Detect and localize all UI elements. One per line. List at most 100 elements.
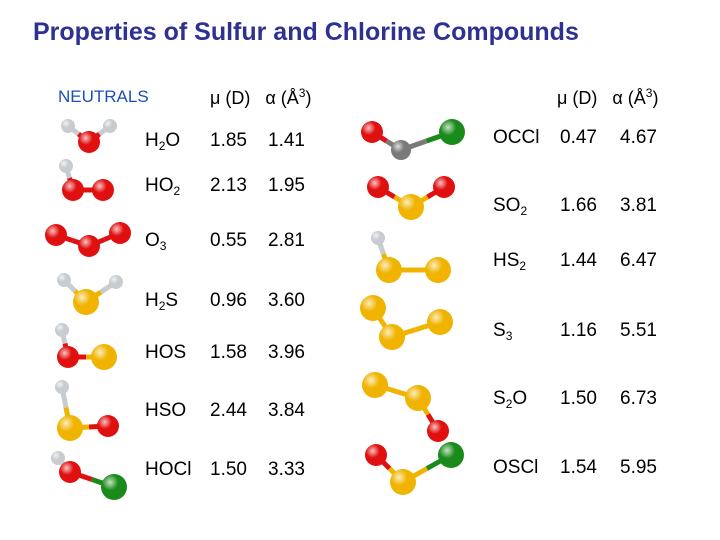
mu-right-5: 1.54: [560, 457, 597, 478]
header-alpha-exp-left: 3: [298, 86, 306, 100]
alpha-left-4: 3.96: [268, 342, 305, 363]
formula-right-5: OSCl: [493, 457, 539, 478]
atom-hydrogen-icon: [59, 159, 73, 173]
atom-oxygen-icon: [78, 131, 100, 153]
atom-carbon-icon: [391, 140, 411, 160]
alpha-left-3: 3.60: [268, 290, 305, 311]
alpha-left-5: 3.84: [268, 400, 305, 421]
atom-hydrogen-icon: [55, 323, 69, 337]
mu-left-5: 2.44: [210, 400, 247, 421]
atom-sulfur-icon: [360, 295, 386, 321]
atom-sulfur-icon: [427, 309, 453, 335]
formula-right-2: HS2: [493, 250, 527, 273]
atom-sulfur-icon: [91, 344, 117, 370]
mu-left-3: 0.96: [210, 290, 247, 311]
formula-left-6: HOCl: [145, 459, 192, 480]
atom-oxygen-icon: [109, 222, 131, 244]
formula-left-3: H2S: [145, 290, 179, 313]
molecule-2: [45, 222, 131, 257]
page-title: Properties of Sulfur and Chlorine Compou…: [33, 18, 579, 46]
atom-hydrogen-icon: [57, 273, 71, 287]
atom-sulfur-icon: [398, 194, 424, 220]
atom-oxygen-icon: [97, 415, 119, 437]
atom-chlorine-icon: [438, 442, 464, 468]
atom-oxygen-icon: [57, 346, 79, 368]
molecule-6: [51, 451, 127, 500]
formula-right-1: SO2: [493, 195, 528, 218]
mu-right-3: 1.16: [560, 320, 597, 341]
atom-oxygen-icon: [365, 444, 387, 466]
molecule-12: [365, 442, 464, 495]
atom-sulfur-icon: [390, 469, 416, 495]
molecule-1: [59, 159, 114, 201]
formula-right-4: S2O: [493, 388, 528, 411]
atom-oxygen-icon: [361, 121, 383, 143]
header-alpha-close-left: ): [305, 88, 312, 108]
alpha-right-4: 6.73: [620, 388, 657, 409]
alpha-right-1: 3.81: [620, 195, 657, 216]
atom-hydrogen-icon: [61, 119, 75, 133]
atom-sulfur-icon: [425, 257, 451, 283]
header-alpha-close-right: ): [652, 88, 659, 108]
molecule-3: [57, 273, 123, 315]
header-left: μ (D) α (Å3): [210, 86, 311, 109]
atom-hydrogen-icon: [103, 119, 117, 133]
header-alpha-exp-right: 3: [645, 86, 653, 100]
mu-left-2: 0.55: [210, 230, 247, 251]
header-alpha-left: α (Å: [265, 88, 299, 108]
molecule-0: [61, 119, 117, 153]
mu-left-1: 2.13: [210, 175, 247, 196]
header-mu-right: μ (D): [557, 88, 598, 108]
atom-hydrogen-icon: [51, 451, 65, 465]
alpha-left-2: 2.81: [268, 230, 305, 251]
atom-sulfur-icon: [57, 415, 83, 441]
alpha-right-5: 5.95: [620, 457, 657, 478]
atom-oxygen-icon: [62, 179, 84, 201]
molecule-8: [367, 176, 455, 220]
formula-left-1: HO2: [145, 175, 181, 198]
atom-hydrogen-icon: [109, 275, 123, 289]
mu-left-0: 1.85: [210, 130, 247, 151]
alpha-left-1: 1.95: [268, 175, 305, 196]
alpha-right-0: 4.67: [620, 127, 657, 148]
molecule-7: [361, 119, 465, 160]
header-right: μ (D) α (Å3): [557, 86, 658, 109]
molecule-9: [371, 231, 451, 283]
atom-oxygen-icon: [367, 176, 389, 198]
formula-left-2: O3: [145, 230, 167, 253]
atom-sulfur-icon: [73, 289, 99, 315]
atom-chlorine-icon: [101, 474, 127, 500]
alpha-right-2: 6.47: [620, 250, 657, 271]
molecule-11: [362, 372, 449, 442]
atom-sulfur-icon: [362, 372, 388, 398]
atom-oxygen-icon: [59, 461, 81, 483]
mu-left-6: 1.50: [210, 459, 247, 480]
formula-left-5: HSO: [145, 400, 187, 421]
atom-oxygen-icon: [433, 176, 455, 198]
formula-right-0: OCCl: [493, 127, 540, 148]
molecule-4: [55, 323, 117, 370]
atom-oxygen-icon: [92, 179, 114, 201]
molecule-5: [55, 380, 119, 441]
atom-hydrogen-icon: [55, 380, 69, 394]
header-mu-left: μ (D): [210, 88, 251, 108]
atom-oxygen-icon: [78, 235, 100, 257]
mu-right-4: 1.50: [560, 388, 597, 409]
atom-oxygen-icon: [427, 420, 449, 442]
atom-sulfur-icon: [379, 324, 405, 350]
atom-chlorine-icon: [439, 119, 465, 145]
alpha-left-6: 3.33: [268, 459, 305, 480]
mu-left-4: 1.58: [210, 342, 247, 363]
section-label: NEUTRALS: [58, 87, 149, 106]
atom-sulfur-icon: [405, 385, 431, 411]
formula-right-3: S3: [493, 320, 513, 343]
atom-oxygen-icon: [45, 224, 67, 246]
alpha-right-3: 5.51: [620, 320, 657, 341]
header-alpha-right: α (Å: [612, 88, 646, 108]
molecule-10: [360, 295, 453, 350]
atom-sulfur-icon: [376, 257, 402, 283]
mu-right-2: 1.44: [560, 250, 597, 271]
formula-left-0: H2O: [145, 130, 181, 153]
alpha-left-0: 1.41: [268, 130, 305, 151]
